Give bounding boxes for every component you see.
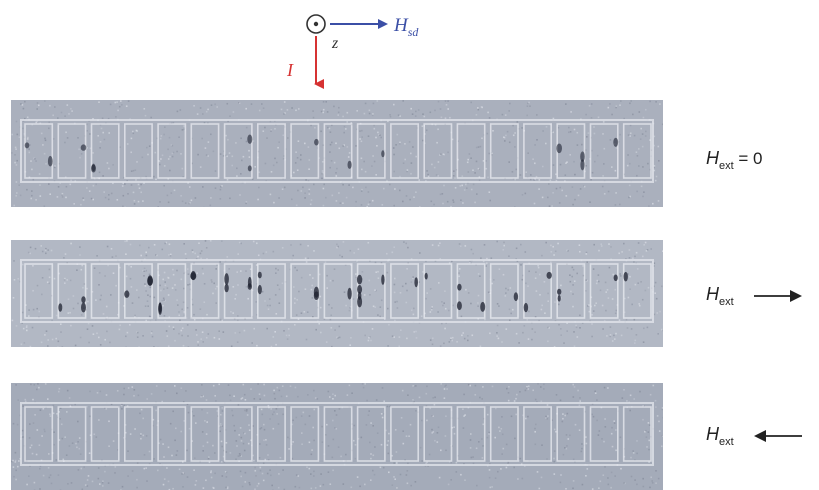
z-axis-dot [314,22,318,26]
field-symbol: H [706,424,719,444]
microscopy-panel-zero-field [11,100,663,207]
left-arrow-icon [752,429,804,443]
microscopy-panel-positive-field [11,240,663,347]
field-symbol: H [706,148,719,168]
current-label: I [287,60,293,81]
hsd-subscript: sd [408,25,419,39]
microscopy-panel-negative-field [11,383,663,490]
z-axis-label: z [332,35,338,53]
field-subscript: ext [719,160,734,172]
panel-1-image [11,100,663,207]
panel-2-image [11,240,663,347]
field-label-negative: Hext [706,424,804,445]
panel-3-image [11,383,663,490]
field-subscript: ext [719,296,734,308]
coordinate-axes: z Hsd I [0,0,819,100]
hsd-symbol: H [394,15,408,36]
field-suffix: = 0 [734,149,763,168]
field-label-positive: Hext [706,284,804,305]
field-label-zero: Hext = 0 [706,148,763,169]
right-arrow-icon [752,289,804,303]
field-symbol: H [706,284,719,304]
hsd-label: Hsd [394,15,418,40]
field-subscript: ext [719,436,734,448]
